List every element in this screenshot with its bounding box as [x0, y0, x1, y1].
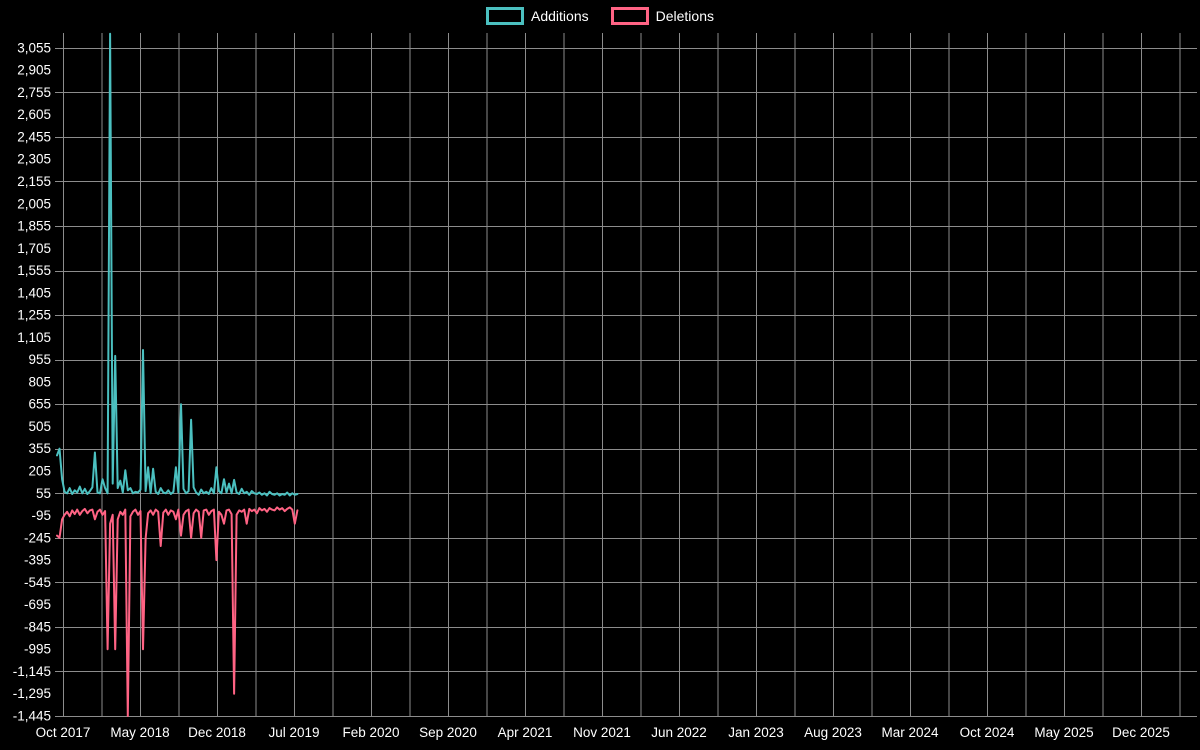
y-tick-label: 955: [28, 352, 51, 367]
y-tick-label: 2,905: [17, 63, 51, 78]
y-tick-label: 1,255: [17, 308, 51, 323]
chart-legend: Additions Deletions: [0, 7, 1200, 25]
y-tick-label: -1,445: [13, 709, 51, 724]
y-tick-label: 2,005: [17, 196, 51, 211]
y-tick-label: -1,145: [13, 664, 51, 679]
y-tick-label: 2,755: [17, 85, 51, 100]
y-tick-label: 1,405: [17, 285, 51, 300]
x-tick-label: Aug 2023: [804, 725, 862, 740]
legend-item-deletions[interactable]: Deletions: [610, 7, 714, 25]
y-tick-label: 505: [28, 419, 51, 434]
y-tick-label: 2,305: [17, 152, 51, 167]
y-tick-label: 2,155: [17, 174, 51, 189]
y-tick-label: 3,055: [17, 40, 51, 55]
y-tick-label: 2,455: [17, 129, 51, 144]
x-tick-label: Feb 2020: [342, 725, 399, 740]
series-line-deletions: [56, 506, 299, 717]
legend-label-additions: Additions: [531, 8, 589, 24]
y-tick-label: 205: [28, 464, 51, 479]
x-tick-label: Nov 2021: [573, 725, 631, 740]
y-tick-label: 1,705: [17, 241, 51, 256]
series-line-additions: [56, 32, 299, 497]
grid-lines: [55, 33, 1197, 717]
y-tick-label: 55: [36, 486, 51, 501]
legend-label-deletions: Deletions: [655, 8, 714, 24]
x-tick-label: Oct 2024: [960, 725, 1015, 740]
additions-swatch-icon: [486, 7, 525, 25]
y-tick-label: 1,105: [17, 330, 51, 345]
x-tick-label: May 2018: [110, 725, 169, 740]
y-tick-label: 2,605: [17, 107, 51, 122]
x-tick-label: Dec 2025: [1112, 725, 1170, 740]
y-tick-label: 1,555: [17, 263, 51, 278]
x-tick-label: May 2025: [1034, 725, 1093, 740]
y-tick-label: -545: [24, 575, 51, 590]
y-tick-label: -95: [31, 508, 51, 523]
y-tick-label: -395: [24, 553, 51, 568]
y-tick-label: 355: [28, 441, 51, 456]
x-tick-label: Jul 2019: [268, 725, 319, 740]
y-tick-label: -995: [24, 642, 51, 657]
y-tick-label: -1,295: [13, 686, 51, 701]
deletions-swatch-icon: [610, 7, 649, 25]
x-tick-label: Oct 2017: [36, 725, 91, 740]
x-tick-label: Jun 2022: [651, 725, 707, 740]
x-tick-label: Mar 2024: [881, 725, 939, 740]
y-tick-label: 1,855: [17, 219, 51, 234]
y-axis-labels: 3,055 2,905 2,755 2,605 2,455 2,305 2,155 2,005…: [13, 40, 51, 723]
y-tick-label: -695: [24, 597, 51, 612]
y-tick-label: -845: [24, 619, 51, 634]
y-tick-label: 805: [28, 374, 51, 389]
y-tick-label: -245: [24, 530, 51, 545]
x-tick-label: Apr 2021: [498, 725, 553, 740]
x-axis-labels: Oct 2017 May 2018 Dec 2018 Jul 2019 Feb 2020…: [36, 725, 1170, 740]
x-tick-label: Dec 2018: [188, 725, 246, 740]
x-tick-label: Jan 2023: [728, 725, 784, 740]
legend-item-additions[interactable]: Additions: [486, 7, 589, 25]
y-tick-label: 655: [28, 397, 51, 412]
x-tick-label: Sep 2020: [419, 725, 477, 740]
